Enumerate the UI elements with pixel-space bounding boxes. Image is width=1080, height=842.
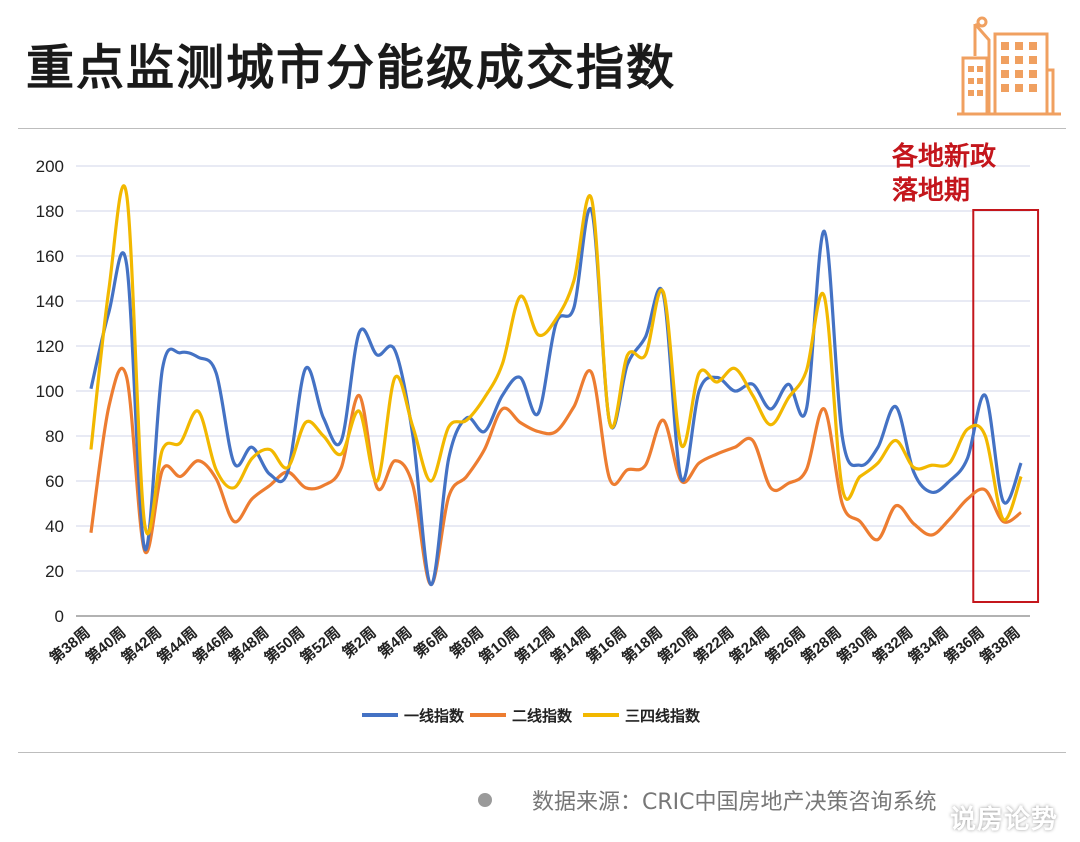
policy-annotation: 各地新政 落地期	[892, 140, 1052, 208]
policy-annotation-line2: 落地期	[892, 176, 971, 206]
x-tick-label: 第4周	[375, 623, 416, 661]
line-chart: 0 20 40 60 80 100 120 140 160 180 200 第38周 第40周 第42周…	[0, 130, 1080, 750]
x-tick-label: 第50周	[261, 623, 308, 667]
x-tick-label: 第20周	[654, 623, 701, 667]
x-tick-label: 第14周	[547, 623, 594, 667]
x-tick-label: 第48周	[225, 623, 272, 667]
x-tick-label: 第40周	[82, 623, 129, 667]
chart-legend: 一线指数 二线指数 三四线指数	[362, 707, 701, 725]
x-tick-label: 第32周	[869, 623, 916, 667]
bullet-icon	[478, 793, 492, 807]
y-tick-label: 0	[55, 607, 64, 626]
y-tick-label: 180	[36, 202, 64, 221]
y-tick-label: 140	[36, 292, 64, 311]
policy-annotation-line1: 各地新政	[892, 142, 997, 172]
x-axis-ticks: 第38周第40周第42周第44周第46周第48周第50周第52周第2周第4周第6…	[46, 623, 1023, 667]
x-tick-label: 第26周	[762, 623, 809, 667]
x-tick-label: 第10周	[475, 623, 522, 667]
x-tick-label: 第18周	[619, 623, 666, 667]
y-axis-ticks: 0 20 40 60 80 100 120 140 160 180 200	[36, 157, 64, 626]
y-tick-label: 160	[36, 247, 64, 266]
y-tick-label: 120	[36, 337, 64, 356]
policy-highlight-box	[972, 209, 1040, 603]
x-tick-label: 第2周	[339, 623, 380, 661]
x-tick-label: 第6周	[410, 623, 451, 661]
series-line-2	[89, 366, 1022, 587]
x-tick-label: 第30周	[833, 623, 880, 667]
x-tick-label: 第16周	[583, 623, 630, 667]
x-tick-label: 第46周	[189, 623, 236, 667]
x-tick-label: 第28周	[797, 623, 844, 667]
legend-label: 一线指数	[404, 707, 465, 725]
y-tick-label: 80	[45, 427, 64, 446]
y-tick-label: 20	[45, 562, 64, 581]
x-tick-label: 第24周	[726, 623, 773, 667]
x-tick-label: 第22周	[690, 623, 737, 667]
series-lines	[89, 184, 1023, 587]
y-tick-label: 100	[36, 382, 64, 401]
x-tick-label: 第36周	[941, 623, 988, 667]
x-tick-label: 第52周	[297, 623, 344, 667]
gridlines	[76, 165, 1030, 617]
page-title: 重点监测城市分能级成交指数	[26, 40, 677, 96]
x-tick-label: 第12周	[511, 623, 558, 667]
buildings-logo-icon	[957, 16, 1061, 116]
series-line-3	[89, 184, 1023, 536]
legend-label: 二线指数	[512, 707, 573, 725]
x-tick-label: 第42周	[118, 623, 165, 667]
series-line-1	[89, 206, 1023, 587]
y-tick-label: 40	[45, 517, 64, 536]
bottom-divider	[18, 752, 1066, 753]
top-divider	[18, 128, 1066, 129]
legend-label: 三四线指数	[625, 707, 701, 725]
x-tick-label: 第38周	[46, 623, 93, 667]
source-text: 数据来源：CRIC中国房地产决策咨询系统	[532, 790, 937, 815]
y-tick-label: 200	[36, 157, 64, 176]
corner-watermark: 说房论势	[949, 805, 1058, 835]
x-tick-label: 第44周	[154, 623, 201, 667]
x-tick-label: 第38周	[976, 623, 1023, 667]
y-tick-label: 60	[45, 472, 64, 491]
x-tick-label: 第34周	[905, 623, 952, 667]
source-note: 数据来源：CRIC中国房地产决策咨询系统	[478, 784, 937, 816]
